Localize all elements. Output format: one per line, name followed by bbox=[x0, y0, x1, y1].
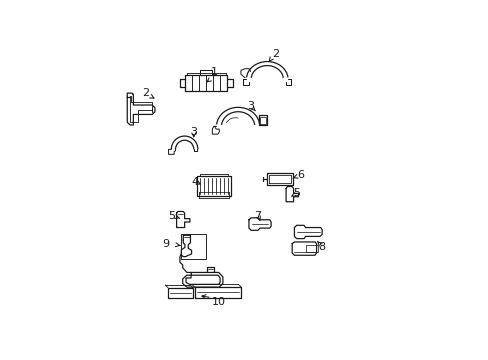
Text: 6: 6 bbox=[297, 170, 304, 180]
Text: 3: 3 bbox=[246, 100, 254, 111]
Text: 3: 3 bbox=[190, 127, 197, 137]
Text: 5: 5 bbox=[168, 211, 175, 221]
Text: 7: 7 bbox=[254, 211, 261, 221]
Text: 2: 2 bbox=[271, 49, 279, 59]
Text: 10: 10 bbox=[211, 297, 225, 307]
Text: 8: 8 bbox=[318, 242, 325, 252]
Text: 4: 4 bbox=[191, 177, 198, 187]
Text: 1: 1 bbox=[211, 67, 218, 77]
Text: 5: 5 bbox=[293, 188, 300, 198]
Text: 2: 2 bbox=[142, 88, 148, 98]
Text: 9: 9 bbox=[162, 239, 169, 249]
